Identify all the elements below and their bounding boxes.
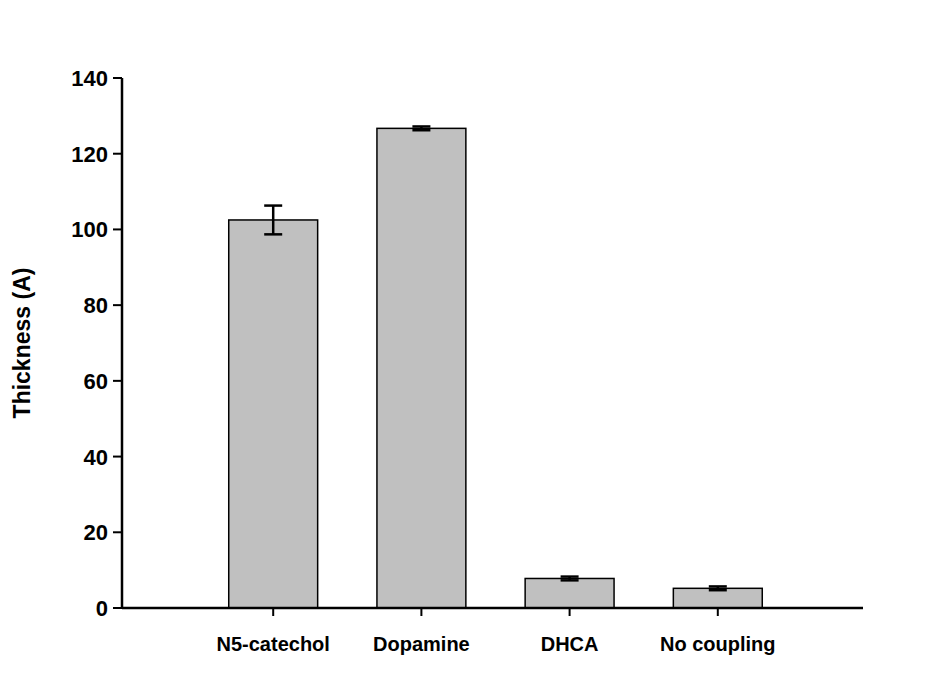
- error-cap: [561, 579, 579, 582]
- bar: [673, 588, 762, 608]
- y-tick: [113, 607, 122, 609]
- chart-container: 0 20 40 60 80 100 120 140 N5-catechol Dopamine DHC…: [0, 0, 937, 679]
- bar: [229, 220, 318, 608]
- x-tick: [717, 608, 719, 616]
- y-tick: [113, 304, 122, 306]
- x-axis: [122, 607, 863, 610]
- y-tick: [113, 228, 122, 230]
- error-cap: [709, 585, 727, 588]
- bar: [377, 128, 466, 608]
- y-tick-label: 0: [96, 596, 108, 621]
- error-bar: [264, 206, 282, 235]
- x-tick-label: DHCA: [541, 633, 599, 655]
- x-tick-label: Dopamine: [373, 633, 470, 655]
- y-tick-label: 40: [84, 445, 108, 470]
- y-tick: [113, 77, 122, 79]
- x-tick: [272, 608, 274, 616]
- error-cap: [264, 204, 282, 207]
- y-tick: [113, 531, 122, 533]
- x-tick: [569, 608, 571, 616]
- bar: [525, 578, 614, 608]
- y-tick: [113, 153, 122, 155]
- error-cap: [412, 129, 430, 132]
- error-cap: [412, 125, 430, 128]
- error-stem: [272, 206, 275, 235]
- y-axis-label: Thickness (A): [9, 268, 35, 419]
- y-tick-label: 20: [84, 520, 108, 545]
- error-cap: [709, 589, 727, 592]
- y-tick-label: 120: [71, 142, 108, 167]
- y-tick-label: 80: [84, 293, 108, 318]
- y-tick: [113, 456, 122, 458]
- x-tick-label: N5-catechol: [217, 633, 330, 655]
- error-bar: [412, 126, 430, 130]
- chart-svg: 0 20 40 60 80 100 120 140 N5-catechol Dopamine DHC…: [0, 0, 937, 679]
- error-cap: [264, 233, 282, 236]
- error-bar: [709, 586, 727, 590]
- y-tick-label: 140: [71, 66, 108, 91]
- y-tick: [113, 380, 122, 382]
- x-tick: [420, 608, 422, 616]
- y-tick-label: 100: [71, 217, 108, 242]
- bars-group: [229, 126, 763, 608]
- error-bar: [561, 577, 579, 581]
- x-tick-label: No coupling: [660, 633, 776, 655]
- y-axis: [121, 78, 124, 608]
- y-tick-label: 60: [84, 369, 108, 394]
- error-cap: [561, 575, 579, 578]
